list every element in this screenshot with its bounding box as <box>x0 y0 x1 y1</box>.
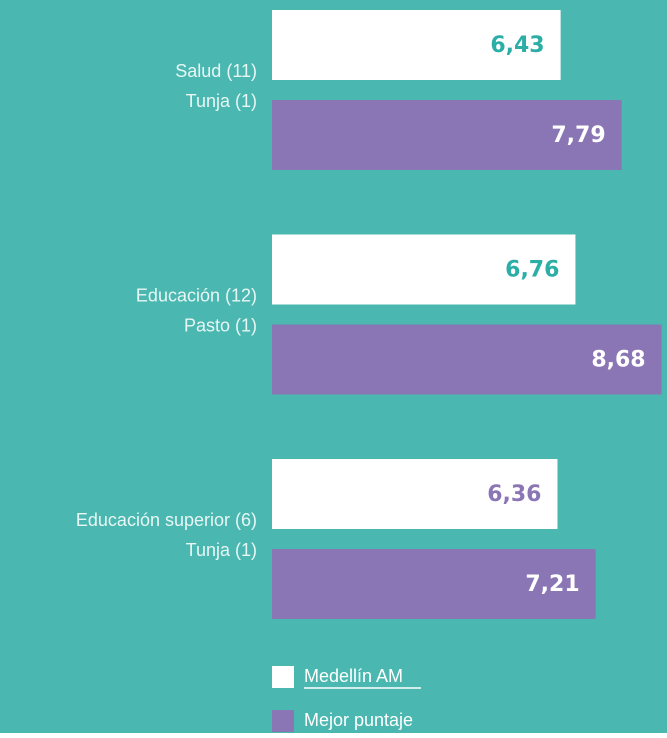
category-label: Educación (12) <box>136 285 257 305</box>
bar <box>272 324 662 395</box>
legend-swatch <box>272 666 294 688</box>
value-label: 6,36 <box>487 482 541 507</box>
bar <box>272 549 596 619</box>
category-label: Educación superior (6) <box>76 510 257 530</box>
value-label: 6,76 <box>505 258 559 283</box>
legend-label: Mejor puntaje <box>304 710 413 730</box>
value-label: 7,79 <box>551 123 605 148</box>
value-label: 8,68 <box>591 348 645 373</box>
bar <box>272 100 622 170</box>
category-label: Pasto (1) <box>184 315 257 335</box>
value-label: 6,43 <box>490 33 544 58</box>
bar <box>272 459 558 529</box>
category-label: Tunja (1) <box>186 91 257 111</box>
bar <box>272 10 561 80</box>
legend-label: Medellín AM <box>304 666 403 686</box>
category-label: Salud (11) <box>175 61 257 81</box>
legend-swatch <box>272 710 294 732</box>
category-label: Tunja (1) <box>186 540 257 560</box>
bar <box>272 234 576 305</box>
value-label: 7,21 <box>525 572 579 597</box>
